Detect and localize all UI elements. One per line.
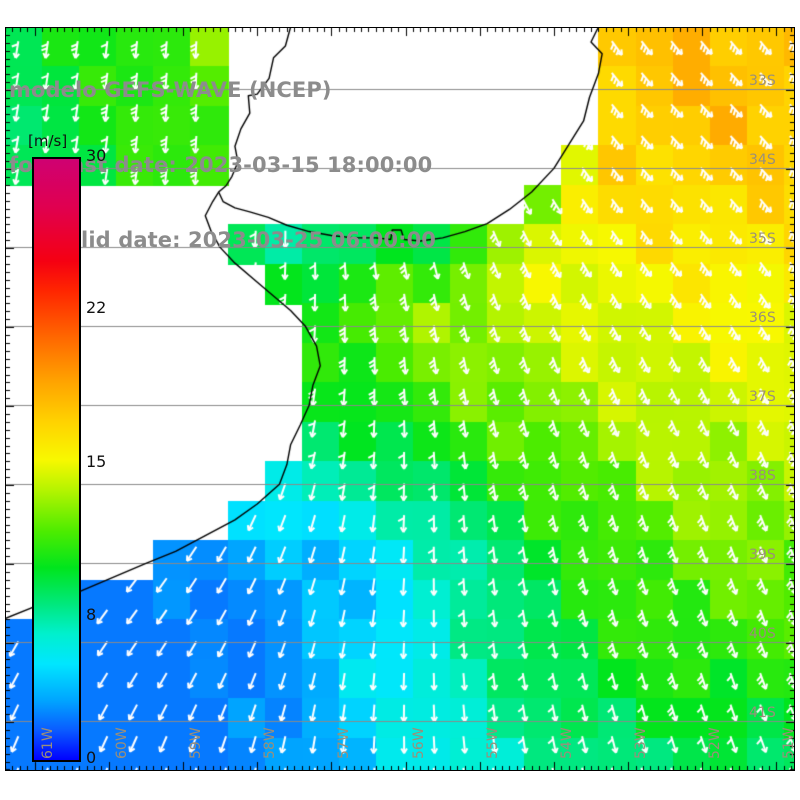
lon-label-58w: 58W	[262, 727, 279, 759]
lon-label-60w: 60W	[113, 727, 130, 759]
colorbar-tick-30: 30	[86, 146, 107, 165]
lon-label-61w: 61W	[39, 727, 56, 759]
lat-label-36s: 36S	[749, 310, 776, 327]
lon-label-56w: 56W	[410, 727, 427, 759]
title-line-model: modelo GEFS-WAVE (NCEP)	[9, 78, 332, 102]
lat-label-40s: 40S	[749, 626, 776, 643]
lat-label-41s: 41S	[749, 705, 776, 722]
lon-label-51w: 51W	[781, 727, 798, 759]
lon-label-55w: 55W	[484, 727, 501, 759]
chart-title: modelo GEFS-WAVE (NCEP) forecast date: 2…	[5, 28, 625, 303]
lon-label-54w: 54W	[558, 727, 575, 759]
lat-label-35s: 35S	[749, 231, 776, 248]
colorbar-unit-label: [m/s]	[28, 132, 68, 150]
lat-label-39s: 39S	[749, 547, 776, 564]
colorbar[interactable]	[32, 157, 81, 762]
colorbar-tick-15: 15	[86, 452, 107, 471]
lat-label-38s: 38S	[749, 468, 776, 485]
colorbar-gradient	[32, 157, 81, 762]
colorbar-tick-22: 22	[86, 298, 107, 317]
colorbar-tick-8: 8	[86, 605, 97, 624]
lon-label-53w: 53W	[633, 727, 650, 759]
lon-label-57w: 57W	[336, 727, 353, 759]
colorbar-tick-0: 0	[86, 748, 97, 767]
lat-label-37s: 37S	[749, 389, 776, 406]
lat-label-34s: 34S	[749, 152, 776, 169]
title-line-forecast-date: forecast date: 2023-03-15 18:00:00	[9, 153, 433, 177]
lon-label-52w: 52W	[707, 727, 724, 759]
lat-label-33s: 33S	[749, 73, 776, 90]
map-plot-area[interactable]	[5, 27, 795, 771]
title-line-valid-date: valid date: 2023-03-25 06:00:00	[53, 228, 436, 252]
wind-speed-heatmap-canvas[interactable]	[5, 27, 795, 771]
lon-label-59w: 59W	[188, 727, 205, 759]
